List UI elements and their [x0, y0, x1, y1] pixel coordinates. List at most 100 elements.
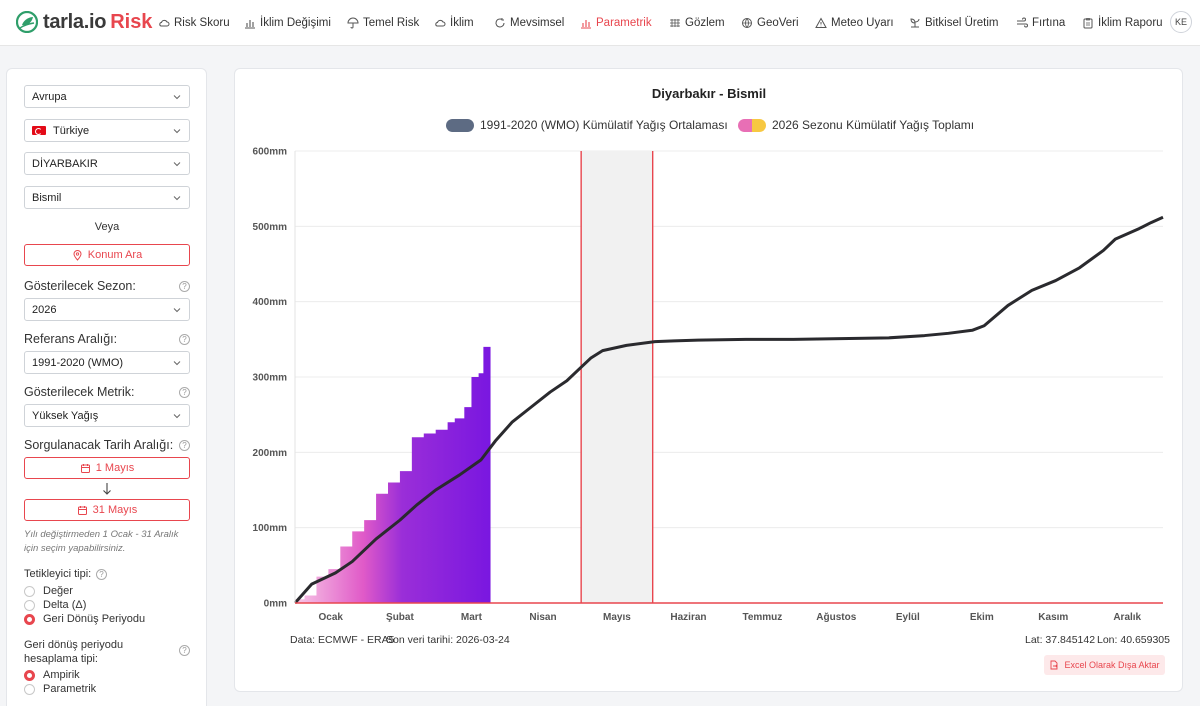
nav-iklim-raporu[interactable]: İklim Raporu: [1082, 14, 1163, 32]
y-tick-label: 0mm: [264, 599, 287, 610]
radio-button[interactable]: [24, 585, 35, 597]
return-radio-parametrik[interactable]: Parametrik: [24, 682, 96, 696]
help-icon[interactable]: ?: [96, 569, 107, 580]
legend-item-season[interactable]: 2026 Sezonu Kümülatif Yağış Toplamı: [738, 118, 974, 132]
y-tick-label: 200mm: [253, 448, 288, 459]
data-source: Data: ECMWF - ERA5: [290, 634, 395, 646]
warning-icon: [815, 17, 827, 28]
metric-label: Gösterilecek Metrik:: [24, 385, 135, 399]
chevron-down-icon: [173, 95, 181, 100]
x-tick-label: Ocak: [319, 612, 344, 623]
chevron-down-icon: [173, 414, 181, 419]
y-tick-label: 400mm: [253, 297, 288, 308]
nav-geoveri[interactable]: GeoVeri: [741, 14, 799, 32]
average-series-line: [293, 215, 1164, 604]
province-select[interactable]: DİYARBAKIR: [24, 152, 190, 175]
help-icon[interactable]: ?: [179, 281, 190, 292]
x-tick-label: Temmuz: [742, 612, 782, 623]
radio-button-selected[interactable]: [24, 613, 35, 625]
nav-temel-risk[interactable]: Temel Risk: [347, 14, 419, 32]
y-tick-label: 500mm: [253, 222, 288, 233]
globe-icon: [742, 18, 752, 28]
user-avatar[interactable]: KE: [1170, 11, 1192, 33]
nav-bitkisel-uretim[interactable]: Bitkisel Üretim: [909, 14, 998, 32]
latitude-readout: Lat: 37.845142: [1025, 634, 1096, 646]
chevron-down-icon: [173, 196, 181, 201]
nav-risk-skoru[interactable]: Risk Skoru: [158, 14, 230, 32]
reference-select[interactable]: 1991-2020 (WMO): [24, 351, 190, 374]
legend-swatch: [738, 118, 766, 132]
date-range-note: Yılı değiştirmeden 1 Ocak - 31 Aralık iç…: [24, 529, 179, 554]
date-range-label: Sorgulanacak Tarih Aralığı:: [24, 438, 174, 452]
region-select[interactable]: Avrupa: [24, 85, 190, 108]
trigger-label: Tetikleyici tipi:: [24, 568, 92, 580]
nav-meteo-uyari[interactable]: Meteo Uyarı: [815, 14, 894, 32]
bar-chart-icon: [245, 20, 255, 29]
location-pin-icon: [73, 249, 82, 261]
nav-parametrik[interactable]: Parametrik: [580, 14, 652, 32]
nav-iklim[interactable]: İklim: [434, 14, 474, 32]
refresh-icon: [495, 18, 505, 28]
calendar-icon: [77, 505, 87, 515]
x-tick-label: Aralık: [1113, 612, 1141, 623]
return-period-label: Geri dönüş periyodu hesaplama tipi:: [24, 639, 124, 665]
help-icon[interactable]: ?: [179, 334, 190, 345]
help-icon[interactable]: ?: [179, 645, 190, 656]
trigger-radio-deger[interactable]: Değer: [24, 584, 73, 598]
nav-mevsimsel[interactable]: Mevsimsel: [494, 14, 564, 32]
trigger-radio-return-period[interactable]: Geri Dönüş Periyodu: [24, 612, 145, 626]
chevron-down-icon: [173, 162, 181, 167]
season-select[interactable]: 2026: [24, 298, 190, 321]
radio-button[interactable]: [24, 683, 35, 695]
metric-select[interactable]: Yüksek Yağış: [24, 404, 190, 427]
chevron-down-icon: [173, 361, 181, 366]
radio-button-selected[interactable]: [24, 669, 35, 681]
x-tick-label: Nisan: [529, 612, 556, 623]
help-icon[interactable]: ?: [179, 440, 190, 451]
chevron-down-icon: [173, 129, 181, 134]
cloud-icon: [435, 19, 446, 27]
return-radio-ampirik[interactable]: Ampirik: [24, 668, 80, 682]
season-series-area: [295, 328, 491, 603]
legend-item-average[interactable]: 1991-2020 (WMO) Kümülatif Yağış Ortalama…: [446, 118, 728, 132]
chart-title: Diyarbakır - Bismil: [651, 86, 767, 101]
season-label: Gösterilecek Sezon:: [24, 279, 136, 293]
x-tick-label: Eylül: [896, 612, 920, 623]
radio-button[interactable]: [24, 599, 35, 611]
wind-icon: [1017, 17, 1028, 28]
selected-range-band: [581, 151, 653, 603]
plant-icon: [910, 18, 920, 28]
y-tick-label: 100mm: [253, 523, 288, 534]
nav-iklim-degisimi[interactable]: İklim Değişimi: [244, 14, 331, 32]
date-start-button[interactable]: 1 Mayıs: [24, 457, 190, 479]
logo[interactable]: tarla.io Risk: [16, 8, 152, 36]
or-divider: Veya: [94, 221, 120, 233]
date-end-button[interactable]: 31 Mayıs: [24, 499, 190, 521]
logo-leaf-icon: [16, 11, 38, 33]
x-tick-label: Haziran: [670, 612, 706, 623]
location-search-button[interactable]: Konum Ara: [24, 244, 190, 266]
x-tick-label: Ağustos: [816, 612, 856, 623]
y-tick-label: 600mm: [253, 147, 288, 158]
help-icon[interactable]: ?: [179, 387, 190, 398]
last-data-date: Son veri tarihi: 2026-03-24: [386, 634, 510, 646]
x-tick-label: Şubat: [386, 612, 414, 623]
calendar-icon: [80, 463, 90, 473]
brand-suffix: Risk: [110, 10, 153, 33]
export-excel-button[interactable]: Excel Olarak Dışa Aktar: [1044, 655, 1165, 675]
bar-chart-icon: [581, 20, 591, 29]
filter-sidebar: Avrupa Türkiye DİYARBAKIR Bismil Veya Ko…: [6, 68, 207, 706]
trigger-radio-delta[interactable]: Delta (Δ): [24, 598, 86, 612]
district-select[interactable]: Bismil: [24, 186, 190, 209]
chevron-down-icon: [173, 308, 181, 313]
legend-swatch: [446, 118, 474, 132]
longitude-readout: Lon: 40.659305: [1097, 634, 1170, 646]
x-tick-label: Kasım: [1038, 612, 1068, 623]
country-select[interactable]: Türkiye: [24, 119, 190, 142]
nav-gozlem[interactable]: Gözlem: [669, 14, 725, 32]
nav-firtina[interactable]: Fırtına: [1016, 14, 1065, 32]
x-tick-label: Mayıs: [603, 612, 631, 623]
turkey-flag-icon: [32, 126, 46, 135]
clipboard-icon: [1083, 18, 1093, 29]
reference-label: Referans Aralığı:: [24, 332, 118, 346]
